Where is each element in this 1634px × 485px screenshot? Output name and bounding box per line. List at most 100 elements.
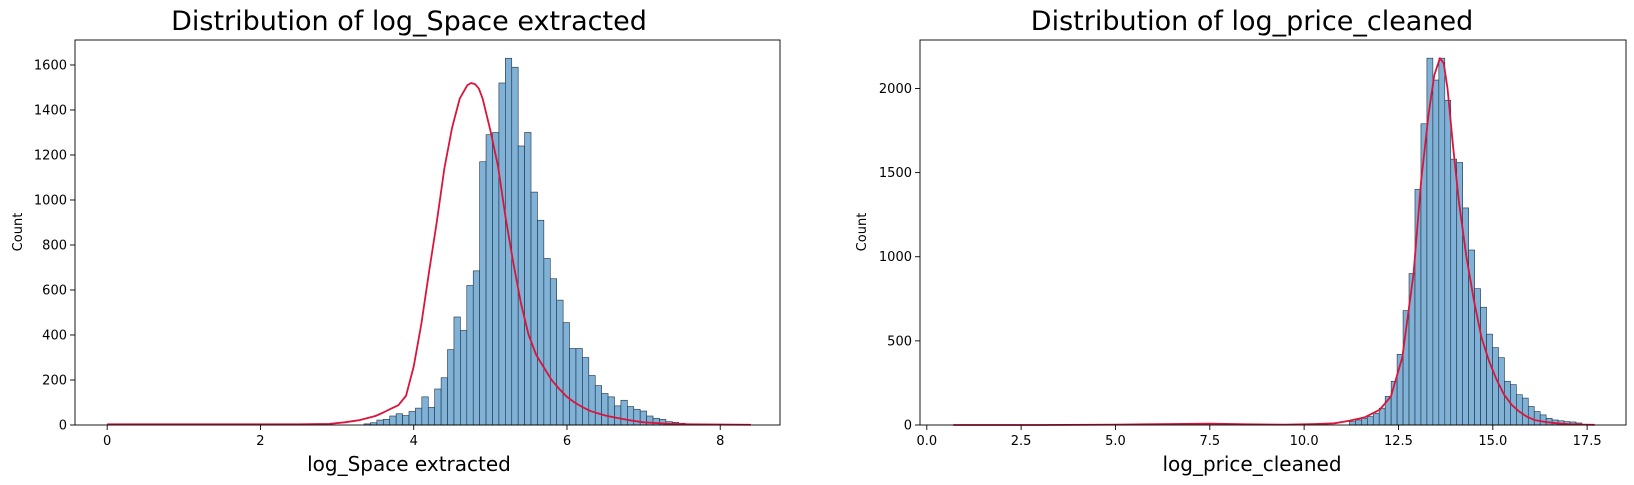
- x-tick-label: 12.5: [1384, 434, 1413, 449]
- histogram-bar: [434, 388, 442, 426]
- histogram-bar: [427, 407, 435, 426]
- plot-frame: [919, 39, 1627, 426]
- histogram-bar: [453, 316, 461, 426]
- histogram-bar: [1533, 411, 1541, 426]
- histogram-bar: [1438, 57, 1446, 426]
- histogram-bar: [588, 375, 596, 426]
- histogram-bar: [1527, 406, 1535, 426]
- histogram-bar: [466, 285, 474, 426]
- histogram-bar: [395, 413, 403, 426]
- histogram-bar: [627, 406, 635, 426]
- histogram-bar: [1486, 333, 1493, 426]
- histogram-bar: [1372, 412, 1380, 426]
- histogram-bar: [517, 145, 525, 426]
- x-tick-label: 2.5: [1011, 434, 1032, 449]
- histogram-bars: [106, 57, 750, 426]
- histogram-bar: [1539, 414, 1547, 426]
- histogram-bar: [460, 330, 468, 426]
- histogram-bar: [511, 66, 519, 426]
- histogram-bar: [569, 348, 577, 426]
- kde-curve: [107, 82, 751, 426]
- histogram-bar: [562, 322, 570, 426]
- y-tick-label: 1600: [34, 58, 67, 73]
- histogram-bar: [543, 258, 551, 426]
- y-axis-label: Count: [11, 213, 26, 252]
- histogram-bar: [408, 411, 416, 426]
- kde-curve: [953, 57, 1595, 426]
- histogram-bar: [1426, 57, 1434, 426]
- histogram-bar: [505, 57, 513, 426]
- histogram-bar: [1367, 416, 1374, 426]
- y-tick-label: 600: [42, 283, 67, 298]
- histogram-bar: [1349, 421, 1356, 426]
- x-tick-label: 0.0: [916, 434, 937, 449]
- x-tick-label: 2: [256, 434, 264, 449]
- y-tick-label: 200: [42, 373, 67, 388]
- histogram-bars: [1349, 57, 1583, 426]
- plot-frame: [74, 39, 781, 426]
- y-axis-ticks: 0 200 400 600 800 1000 1200 1400 1600: [34, 58, 75, 434]
- histogram-bar: [389, 415, 397, 426]
- histogram-bar: [1378, 407, 1386, 426]
- histogram-bar: [1432, 79, 1440, 426]
- x-tick-label: 15.0: [1478, 434, 1507, 449]
- y-tick-label: 400: [42, 328, 67, 343]
- chart-title: Distribution of log_price_cleaned: [1031, 6, 1473, 37]
- histogram-bar: [479, 161, 487, 426]
- x-tick-label: 5.0: [1105, 434, 1126, 449]
- histogram-bar: [472, 270, 480, 426]
- histogram-bar: [633, 408, 641, 426]
- y-tick-label: 2000: [879, 82, 912, 97]
- y-tick-label: 1200: [34, 148, 67, 163]
- y-tick-label: 1000: [34, 193, 67, 208]
- x-tick-label: 7.5: [1199, 434, 1220, 449]
- histogram-bar: [498, 82, 506, 426]
- x-axis-ticks: 0 2 4 6 8: [103, 425, 724, 449]
- histogram-bar: [582, 357, 590, 426]
- chart-title: Distribution of log_Space extracted: [171, 6, 647, 37]
- histogram-bar: [614, 405, 622, 426]
- histogram-bar: [1444, 99, 1452, 426]
- histogram-bar: [485, 134, 493, 426]
- y-tick-label: 800: [42, 238, 67, 253]
- y-tick-label: 1400: [34, 103, 67, 118]
- x-tick-label: 8: [716, 434, 724, 449]
- y-axis-label: Count: [855, 213, 870, 252]
- histogram-bar: [556, 299, 564, 426]
- x-tick-label: 4: [410, 434, 418, 449]
- histogram-bar: [601, 393, 609, 426]
- histogram-bar: [421, 396, 429, 426]
- y-tick-label: 500: [887, 334, 912, 349]
- y-tick-label: 1500: [879, 166, 912, 181]
- x-tick-label: 17.5: [1573, 434, 1602, 449]
- x-axis-ticks: 0.0 2.5 5.0 7.5 10.0 12.5 15.0 17.5: [916, 425, 1602, 449]
- histogram-bar: [1480, 306, 1487, 426]
- histogram-bar: [440, 377, 448, 426]
- histogram-bar: [537, 219, 545, 426]
- x-axis-label: log_Space extracted: [307, 452, 511, 476]
- x-tick-label: 6: [563, 434, 571, 449]
- histogram-panel-log-space: Distribution of log_Space extracted 0 2 4 6…: [11, 6, 781, 476]
- x-axis-label: log_price_cleaned: [1162, 452, 1341, 476]
- histogram-bar: [402, 415, 410, 426]
- histogram-bar: [1361, 417, 1368, 426]
- histogram-bar: [1492, 347, 1499, 426]
- y-axis-ticks: 0 500 1000 1500 2000: [879, 82, 920, 434]
- y-tick-label: 0: [59, 419, 67, 434]
- histogram-bar: [1522, 397, 1529, 426]
- x-tick-label: 0: [103, 434, 111, 449]
- x-tick-label: 10.0: [1290, 434, 1319, 449]
- histogram-bar: [594, 385, 602, 426]
- histogram-bar: [415, 407, 423, 426]
- y-tick-label: 1000: [879, 250, 912, 265]
- histogram-bar: [376, 419, 384, 426]
- histogram-bar: [492, 132, 500, 426]
- y-tick-label: 0: [904, 419, 912, 434]
- histogram-bar: [524, 132, 532, 426]
- histogram-bar: [1355, 419, 1362, 426]
- histogram-bar: [1450, 158, 1458, 426]
- histogram-bar: [530, 191, 538, 426]
- histogram-bar: [549, 278, 558, 426]
